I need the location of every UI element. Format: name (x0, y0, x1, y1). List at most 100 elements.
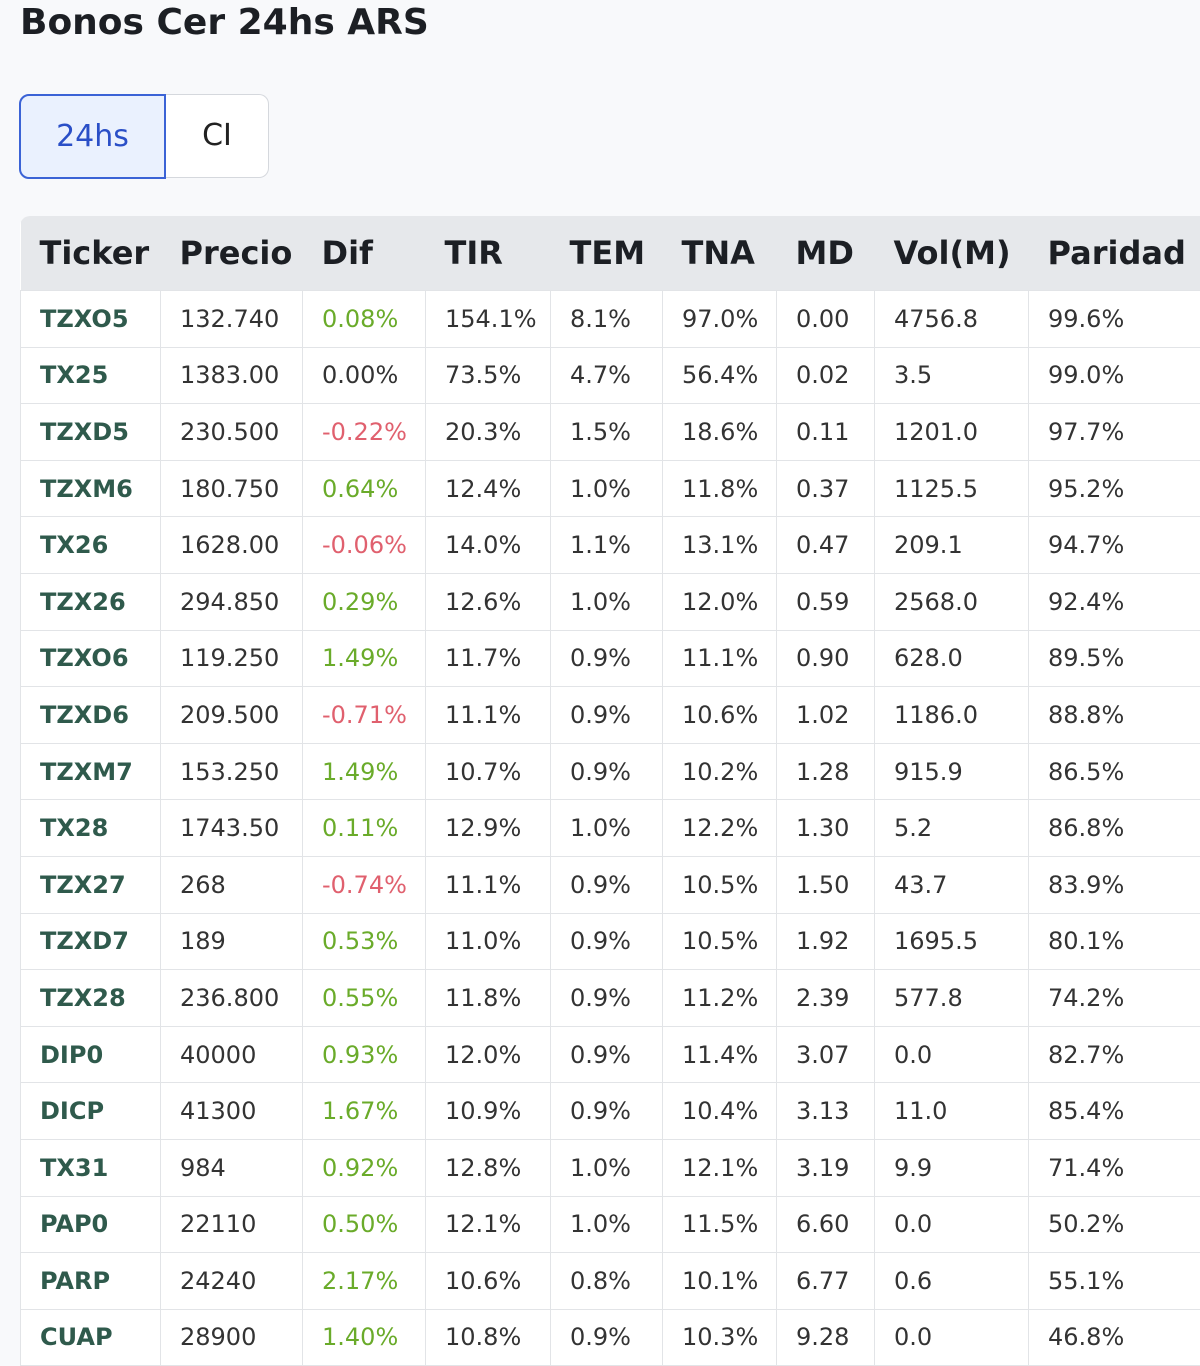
table-cell: 1.5% (550, 403, 663, 461)
table-cell: 40000 (160, 1025, 303, 1084)
table-cell: 11.7% (425, 629, 551, 688)
table-cell: 12.1% (662, 1138, 777, 1197)
table-cell: 80.1% (1028, 912, 1200, 971)
table-row: TX25 1383.00 0.00% 73.5% 4.7% 56.4% 0.02 3.5 99.… (20, 346, 1200, 405)
table-cell: 0.11% (302, 799, 426, 857)
table-cell: 28900 (160, 1308, 303, 1366)
table-cell: 11.8% (662, 459, 777, 518)
table-cell: 4756.8 (874, 290, 1029, 348)
table-row: TZX26 294.850 0.29% 12.6% 1.0% 12.0% 0.59 2568.… (20, 572, 1200, 631)
table-cell: 10.4% (662, 1082, 777, 1140)
table-cell: 1125.5 (874, 459, 1029, 518)
table-cell: 0.00 (776, 290, 875, 348)
table-cell: -0.71% (302, 686, 426, 744)
table-cell: 13.1% (662, 516, 777, 574)
table-cell: 1201.0 (874, 403, 1029, 461)
ticker-cell: TZXO5 (20, 290, 161, 348)
table-row: TZX27 268 -0.74% 11.1% 0.9% 10.5% 1.50 43.7 83.9… (20, 855, 1200, 914)
column-header: Ticker (20, 216, 161, 291)
table-cell: 1.1% (550, 516, 663, 574)
table-cell: 1.30 (776, 799, 875, 857)
table-cell: 94.7% (1028, 516, 1200, 574)
table-cell: 12.0% (425, 1025, 551, 1084)
table-cell: 3.07 (776, 1025, 875, 1084)
ticker-cell: TZXM6 (20, 459, 161, 518)
table-row: TX31 984 0.92% 12.8% 1.0% 12.1% 3.19 9.9 71.4% (20, 1138, 1200, 1197)
tab[interactable]: CI (166, 94, 269, 178)
table-cell: 11.8% (425, 969, 551, 1027)
table-cell: 88.8% (1028, 686, 1200, 744)
ticker-cell: TX31 (20, 1138, 161, 1197)
table-cell: 0.00% (302, 346, 426, 405)
ticker-cell: PARP (20, 1252, 161, 1310)
table-cell: 11.1% (425, 686, 551, 744)
ticker-cell: TZX27 (20, 855, 161, 914)
ticker-cell: TX26 (20, 516, 161, 574)
table-cell: 0.55% (302, 969, 426, 1027)
table-cell: 0.9% (550, 686, 663, 744)
table-cell: 1695.5 (874, 912, 1029, 971)
tab-group: 24hs CI (19, 94, 269, 179)
table-cell: 10.9% (425, 1082, 551, 1140)
ticker-cell: TZXD6 (20, 686, 161, 744)
table-cell: 0.29% (302, 572, 426, 631)
table-cell: 55.1% (1028, 1252, 1200, 1310)
table-cell: 0.9% (550, 1025, 663, 1084)
table-cell: 83.9% (1028, 855, 1200, 914)
ticker-cell: DIP0 (20, 1025, 161, 1084)
ticker-cell: TX25 (20, 346, 161, 405)
table-cell: 0.08% (302, 290, 426, 348)
table-cell: 10.6% (662, 686, 777, 744)
ticker-cell: TZXD5 (20, 403, 161, 461)
column-header: Vol(M) (874, 216, 1029, 291)
table-cell: 0.9% (550, 1308, 663, 1366)
table-cell: 0.02 (776, 346, 875, 405)
page-title: Bonos Cer 24hs ARS (20, 2, 429, 43)
table-cell: -0.06% (302, 516, 426, 574)
table-cell: 0.6 (874, 1252, 1029, 1310)
table-row: TX26 1628.00 -0.06% 14.0% 1.1% 13.1% 0.47 209.1… (20, 516, 1200, 574)
table-cell: 12.9% (425, 799, 551, 857)
bond-table: Ticker Precio Dif TIR TEM TNA MD Vol(M) Paridad … (20, 216, 1200, 1366)
table-cell: 209.500 (160, 686, 303, 744)
table-cell: 132.740 (160, 290, 303, 348)
table-cell: 0.92% (302, 1138, 426, 1197)
table-cell: 12.6% (425, 572, 551, 631)
table-row: TZXO5 132.740 0.08% 154.1% 8.1% 97.0% 0.00 4756… (20, 290, 1200, 348)
table-cell: 1.67% (302, 1082, 426, 1140)
table-cell: 1.0% (550, 572, 663, 631)
table-cell: 1628.00 (160, 516, 303, 574)
table-cell: 97.7% (1028, 403, 1200, 461)
column-header: MD (776, 216, 875, 291)
column-header: Paridad (1028, 216, 1200, 291)
table-cell: 73.5% (425, 346, 551, 405)
column-header: Dif (302, 216, 426, 291)
ticker-cell: DICP (20, 1082, 161, 1140)
table-cell: 11.0% (425, 912, 551, 971)
ticker-cell: TZXM7 (20, 742, 161, 801)
table-row: TZXD6 209.500 -0.71% 11.1% 0.9% 10.6% 1.02 1186… (20, 686, 1200, 744)
table-cell: 1.02 (776, 686, 875, 744)
table-row: TZXD7 189 0.53% 11.0% 0.9% 10.5% 1.92 1695.5 80.… (20, 912, 1200, 971)
column-header: TEM (550, 216, 663, 291)
table-cell: 1186.0 (874, 686, 1029, 744)
tab[interactable]: 24hs (19, 94, 166, 179)
table-cell: 10.5% (662, 912, 777, 971)
table-cell: 1383.00 (160, 346, 303, 405)
table-container: Ticker Precio Dif TIR TEM TNA MD Vol(M) Paridad … (20, 216, 1200, 1366)
table-cell: 20.3% (425, 403, 551, 461)
column-header: TIR (425, 216, 551, 291)
table-cell: 10.2% (662, 742, 777, 801)
table-cell: 5.2 (874, 799, 1029, 857)
column-header: Precio (160, 216, 303, 291)
table-cell: 1.50 (776, 855, 875, 914)
table-cell: 95.2% (1028, 459, 1200, 518)
table-row: TZXD5 230.500 -0.22% 20.3% 1.5% 18.6% 0.11 1201… (20, 403, 1200, 461)
table-cell: 1.92 (776, 912, 875, 971)
table-cell: 18.6% (662, 403, 777, 461)
table-cell: 86.8% (1028, 799, 1200, 857)
table-cell: 43.7 (874, 855, 1029, 914)
table-cell: 3.13 (776, 1082, 875, 1140)
table-cell: 11.0 (874, 1082, 1029, 1140)
table-cell: 153.250 (160, 742, 303, 801)
